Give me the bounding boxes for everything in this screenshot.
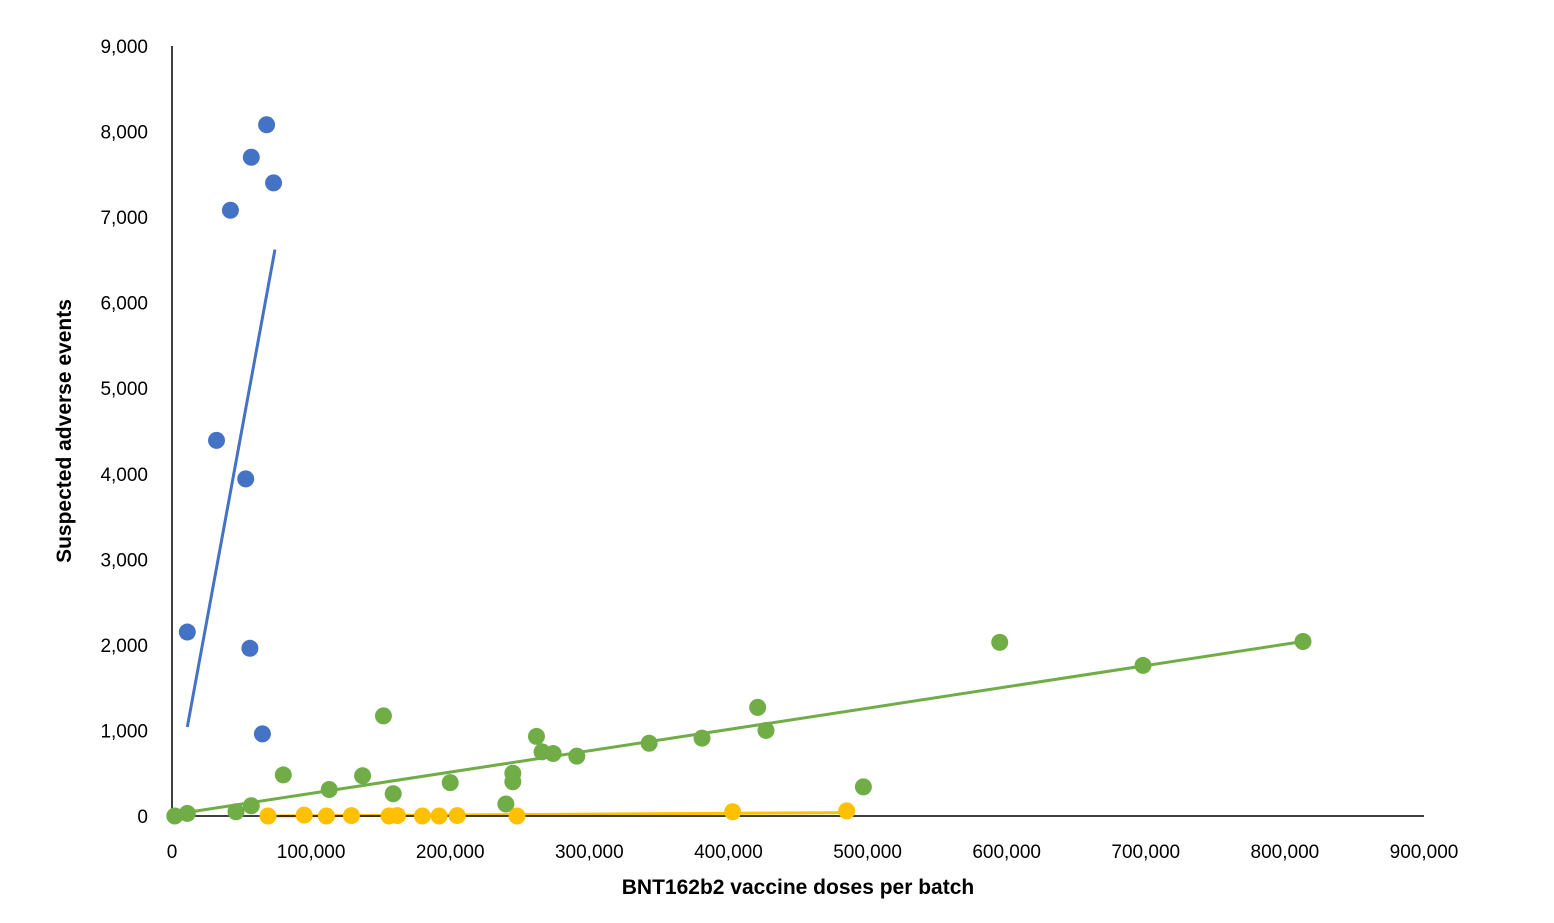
tick-labels: 0 100,000 200,000 300,000 400,000 500,000 600,…: [100, 37, 1458, 863]
x-tick-label: 400,000: [694, 842, 763, 863]
x-tick-label: 100,000: [277, 842, 346, 863]
data-point: [544, 745, 562, 763]
data-point: [178, 623, 196, 641]
data-point: [749, 698, 767, 716]
data-point: [413, 807, 431, 825]
data-point: [259, 807, 277, 825]
axes: [171, 46, 1424, 817]
data-point: [320, 780, 338, 798]
data-point: [317, 807, 335, 825]
data-point: [208, 431, 226, 449]
data-point: [388, 807, 406, 825]
data-point: [274, 766, 292, 784]
data-point: [253, 725, 271, 743]
x-tick-label: 0: [167, 842, 178, 863]
y-tick-label: 8,000: [100, 123, 148, 144]
y-tick-label: 7,000: [100, 208, 148, 229]
data-point: [227, 803, 245, 821]
data-points: [166, 116, 1312, 825]
x-tick-label: 900,000: [1390, 842, 1459, 863]
y-tick-label: 9,000: [100, 37, 148, 58]
trendline: [185, 249, 277, 728]
data-point: [508, 807, 526, 825]
data-point: [448, 807, 466, 825]
x-axis-title: BNT162b2 vaccine doses per batch: [622, 876, 974, 899]
x-tick-label: 700,000: [1111, 842, 1180, 863]
y-tick-label: 2,000: [100, 636, 148, 657]
data-point: [991, 633, 1009, 651]
data-point: [242, 148, 260, 166]
x-tick-label: 300,000: [555, 842, 624, 863]
data-point: [504, 764, 522, 782]
data-point: [430, 807, 448, 825]
y-tick-label: 4,000: [100, 465, 148, 486]
data-point: [354, 767, 372, 785]
y-axis-title: Suspected adverse events: [53, 299, 76, 563]
data-point: [568, 747, 586, 765]
data-point: [295, 806, 313, 824]
x-tick-label: 500,000: [833, 842, 902, 863]
data-point: [258, 116, 276, 134]
data-point: [374, 707, 392, 725]
data-point: [693, 729, 711, 747]
y-tick-label: 6,000: [100, 294, 148, 315]
x-tick-label: 200,000: [416, 842, 485, 863]
data-point: [265, 174, 283, 192]
data-point: [178, 804, 196, 822]
data-point: [242, 797, 260, 815]
data-point: [640, 734, 658, 752]
data-point: [384, 785, 402, 803]
data-point: [241, 639, 259, 657]
data-point: [724, 803, 742, 821]
y-tick-label: 0: [137, 807, 148, 828]
y-tick-label: 3,000: [100, 550, 148, 571]
x-tick-label: 600,000: [972, 842, 1041, 863]
data-point: [221, 201, 239, 219]
data-point: [342, 807, 360, 825]
data-point: [497, 795, 515, 813]
data-point: [527, 727, 545, 745]
trendlines: [174, 249, 1304, 818]
data-point: [1134, 656, 1152, 674]
data-point: [237, 470, 255, 488]
data-point: [1294, 632, 1312, 650]
data-point: [757, 721, 775, 739]
data-point: [838, 802, 856, 820]
x-tick-label: 800,000: [1251, 842, 1320, 863]
trendline: [174, 639, 1304, 816]
data-point: [854, 778, 872, 796]
y-tick-label: 1,000: [100, 721, 148, 742]
y-tick-label: 5,000: [100, 379, 148, 400]
data-point: [441, 774, 459, 792]
